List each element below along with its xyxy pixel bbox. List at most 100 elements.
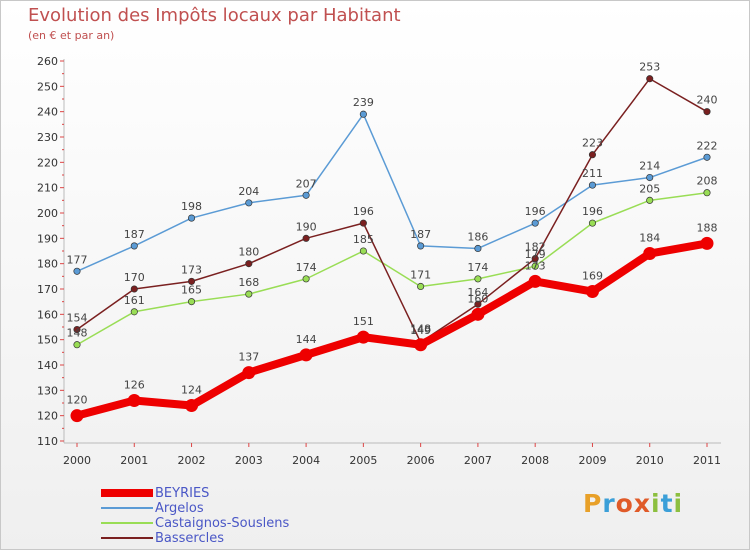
- data-point-castaignos-souslens: [646, 196, 654, 204]
- data-label-castaignos-souslens: 165: [181, 284, 202, 297]
- data-label-castaignos-souslens: 179: [525, 248, 546, 261]
- data-label-beyries: 126: [124, 378, 145, 391]
- x-tick-label: 2003: [235, 454, 263, 467]
- data-label-beyries: 144: [296, 333, 317, 346]
- data-point-bassercles: [359, 219, 367, 227]
- data-label-bassercles: 164: [467, 286, 488, 299]
- data-label-bassercles: 253: [639, 61, 660, 74]
- data-label-argelos: 222: [697, 139, 718, 152]
- y-tick-label: 250: [37, 80, 58, 93]
- data-label-beyries: 120: [67, 394, 88, 407]
- data-label-argelos: 204: [238, 185, 259, 198]
- data-label-beyries: 173: [525, 259, 546, 272]
- data-point-beyries: [299, 348, 313, 362]
- data-point-bassercles: [474, 300, 482, 308]
- logo-letter: P: [583, 489, 603, 518]
- data-label-castaignos-souslens: 174: [296, 261, 317, 274]
- data-label-castaignos-souslens: 208: [697, 175, 718, 188]
- data-label-argelos: 198: [181, 200, 202, 213]
- series-line-castaignos-souslens: [76, 191, 708, 346]
- data-label-argelos: 186: [467, 230, 488, 243]
- data-label-castaignos-souslens: 174: [467, 261, 488, 274]
- x-tick-label: 2000: [63, 454, 91, 467]
- data-label-castaignos-souslens: 185: [353, 233, 374, 246]
- data-point-castaignos-souslens: [359, 247, 367, 255]
- series-line-argelos: [76, 113, 708, 272]
- data-point-bassercles: [588, 151, 597, 159]
- data-point-beyries: [471, 307, 485, 321]
- data-point-bassercles: [130, 285, 138, 293]
- data-point-castaignos-souslens: [531, 262, 539, 270]
- data-label-beyries: 160: [467, 292, 488, 305]
- logo-letter: o: [615, 489, 634, 518]
- x-tick-label: 2008: [521, 454, 549, 467]
- x-tick-label: 2010: [636, 454, 664, 467]
- x-tick-label: 2004: [292, 454, 320, 467]
- data-label-bassercles: 240: [697, 94, 718, 107]
- y-tick-label: 220: [37, 156, 58, 169]
- y-tick-label: 200: [37, 207, 58, 220]
- logo-letter: x: [633, 489, 651, 518]
- legend-swatch-bassercles: [101, 537, 153, 539]
- data-label-beyries: 137: [238, 351, 259, 364]
- data-point-beyries: [356, 330, 370, 344]
- data-point-argelos: [417, 242, 425, 250]
- data-label-beyries: 148: [410, 323, 431, 336]
- x-tick-label: 2011: [693, 454, 721, 467]
- data-label-castaignos-souslens: 148: [67, 327, 88, 340]
- series-line-beyries: [75, 239, 708, 420]
- data-point-argelos: [187, 214, 196, 222]
- data-point-bassercles: [302, 234, 310, 242]
- data-label-argelos: 239: [353, 96, 374, 109]
- legend-label-castaignos-souslens: Castaignos-Souslens: [155, 516, 290, 531]
- data-point-argelos: [302, 191, 310, 199]
- data-point-bassercles: [646, 75, 654, 83]
- data-point-beyries: [185, 399, 199, 413]
- data-point-castaignos-souslens: [417, 282, 425, 291]
- data-point-castaignos-souslens: [130, 308, 138, 316]
- y-tick-label: 160: [37, 308, 58, 321]
- series-line-bassercles: [76, 77, 708, 343]
- data-point-castaignos-souslens: [588, 219, 597, 227]
- data-point-beyries: [528, 274, 542, 288]
- data-point-castaignos-souslens: [245, 290, 253, 298]
- data-label-bassercles: 190: [296, 220, 317, 233]
- data-point-beyries: [70, 409, 84, 423]
- y-tick-label: 140: [37, 359, 58, 372]
- data-point-argelos: [474, 244, 482, 253]
- proxiti-logo: Proxiti: [583, 489, 683, 518]
- data-label-argelos: 214: [639, 160, 660, 173]
- y-tick-label: 210: [37, 182, 58, 195]
- data-point-bassercles: [703, 108, 711, 116]
- logo-letter: i: [651, 489, 661, 518]
- data-point-beyries: [242, 366, 256, 380]
- data-label-bassercles: 154: [67, 312, 88, 325]
- x-tick-label: 2009: [578, 454, 606, 467]
- y-tick-label: 170: [37, 283, 58, 296]
- legend-swatch-beyries: [101, 489, 153, 497]
- data-label-bassercles: 173: [181, 263, 202, 276]
- data-point-bassercles: [245, 260, 253, 268]
- y-tick-label: 190: [37, 232, 58, 245]
- data-label-bassercles: 223: [582, 137, 603, 150]
- data-label-beyries: 124: [181, 384, 202, 397]
- x-tick-label: 2001: [120, 454, 148, 467]
- data-point-argelos: [359, 110, 367, 118]
- data-point-argelos: [531, 219, 539, 227]
- data-point-bassercles: [73, 325, 81, 334]
- data-point-castaignos-souslens: [302, 275, 310, 283]
- chart-title: Evolution des Impôts locaux par Habitant: [28, 5, 401, 26]
- data-label-castaignos-souslens: 161: [124, 294, 145, 307]
- legend-label-beyries: BEYRIES: [155, 486, 210, 501]
- data-point-castaignos-souslens: [73, 341, 81, 349]
- data-point-castaignos-souslens: [703, 189, 711, 197]
- data-label-argelos: 187: [410, 228, 431, 241]
- x-tick-label: 2007: [464, 454, 492, 467]
- y-tick-label: 120: [37, 410, 58, 423]
- data-label-castaignos-souslens: 168: [238, 276, 259, 289]
- y-tick-label: 240: [37, 106, 58, 119]
- data-label-argelos: 177: [67, 253, 88, 266]
- data-label-bassercles: 149: [410, 324, 431, 337]
